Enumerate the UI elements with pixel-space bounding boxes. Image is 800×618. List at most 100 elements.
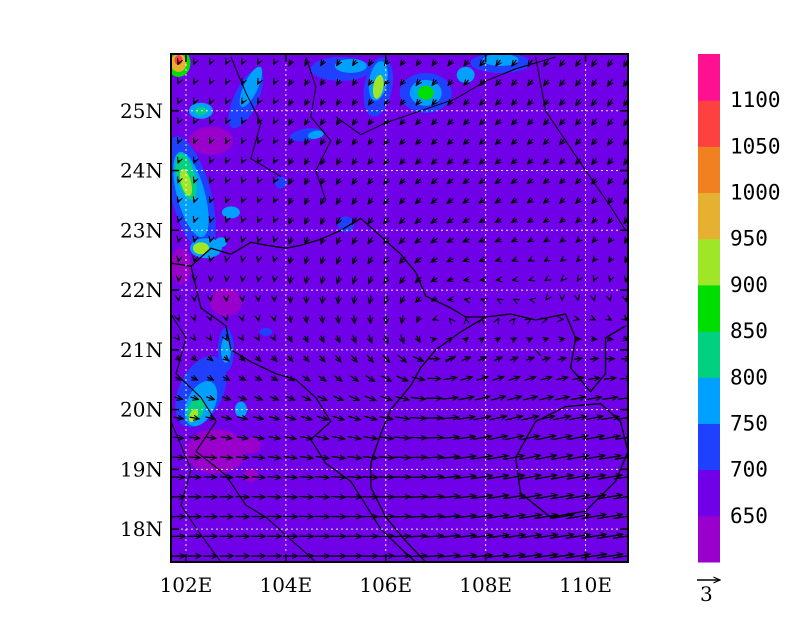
wind-vector <box>368 178 373 184</box>
wind-vector <box>321 60 324 65</box>
wind-vector <box>424 477 444 478</box>
wind-vector <box>315 477 329 478</box>
wind-vector <box>273 180 276 183</box>
wind-vector <box>273 160 276 163</box>
wind-vector <box>178 200 179 203</box>
wind-vector <box>560 79 565 86</box>
wind-vector <box>528 100 533 106</box>
x-tick-label: 106E <box>359 573 412 597</box>
wind-vector <box>258 338 260 341</box>
wind-vector <box>464 100 469 106</box>
wind-vector <box>528 59 533 66</box>
wind-vector <box>178 160 179 163</box>
wind-vector <box>528 219 533 222</box>
wind-vector <box>582 475 606 480</box>
wind-vector <box>545 279 547 280</box>
wind-vector <box>465 299 468 300</box>
wind-vector <box>443 378 457 380</box>
wind-vector <box>226 318 227 321</box>
wind-vector <box>504 436 524 441</box>
wind-vector <box>241 140 244 143</box>
wind-vector <box>503 495 525 500</box>
wind-vector <box>471 495 493 498</box>
wind-vector <box>399 218 405 224</box>
border-line <box>335 56 556 136</box>
wind-vector <box>209 81 211 84</box>
wind-vector <box>610 278 611 281</box>
wind-vector <box>432 60 436 65</box>
wind-vector <box>525 357 534 360</box>
wind-vector <box>412 355 423 362</box>
wind-vector <box>613 495 628 500</box>
wind-vector <box>237 397 246 400</box>
wind-vector <box>235 477 249 478</box>
wind-vector <box>321 335 325 343</box>
wind-vector <box>598 475 622 480</box>
contour-blob <box>372 75 384 99</box>
wind-vector <box>612 535 628 539</box>
wind-vector <box>384 236 389 243</box>
wind-vector <box>463 219 470 223</box>
wind-vector <box>540 377 551 380</box>
wind-vector <box>521 416 539 421</box>
wind-vector <box>400 276 405 284</box>
wind-vector <box>219 477 233 478</box>
wind-vector <box>496 338 501 341</box>
wind-vector <box>175 377 181 381</box>
wind-vector <box>288 197 292 204</box>
wind-vector <box>518 495 541 500</box>
wind-vector <box>178 81 179 84</box>
wind-vector <box>178 259 179 262</box>
wind-vector <box>306 276 307 283</box>
contour-blob <box>334 58 367 73</box>
wind-vector <box>289 80 292 85</box>
wind-vector <box>254 377 262 381</box>
wind-vector <box>396 375 409 382</box>
wind-vector <box>561 279 563 281</box>
wind-vector <box>273 140 276 143</box>
wind-vector <box>463 239 470 243</box>
wind-vector <box>551 455 573 461</box>
wind-vector <box>513 319 515 321</box>
wind-vector <box>544 79 549 86</box>
wind-vector <box>415 277 422 282</box>
wind-vector <box>503 555 525 558</box>
wind-vector <box>431 278 438 282</box>
wind-vector <box>194 160 195 163</box>
wind-vector <box>394 437 410 438</box>
wind-vector <box>283 457 297 459</box>
wind-vector <box>576 79 581 86</box>
colorbar-label: 750 <box>730 411 768 435</box>
wind-vector <box>241 62 243 65</box>
wind-vector <box>301 396 311 401</box>
wind-vector <box>204 457 216 458</box>
wind-vector <box>258 258 259 262</box>
wind-vector <box>258 81 260 84</box>
wind-vector <box>560 118 565 125</box>
wind-vector <box>256 356 261 361</box>
wind-vector <box>305 80 308 85</box>
wind-vector <box>448 139 453 144</box>
wind-vector <box>613 476 628 480</box>
wind-vector <box>289 256 291 264</box>
wind-vector <box>608 158 613 165</box>
wind-vector <box>448 338 452 341</box>
wind-vector <box>543 139 548 145</box>
wind-vector <box>225 62 227 65</box>
wind-vector <box>479 139 485 144</box>
wind-vector <box>609 319 612 321</box>
wind-vector <box>440 516 460 518</box>
wind-vector <box>545 319 547 320</box>
wind-vector <box>236 457 248 458</box>
wind-vector <box>511 179 517 183</box>
wind-vector <box>305 236 308 244</box>
contour-blob <box>209 288 242 317</box>
wind-vector <box>194 318 195 321</box>
wind-vector <box>368 139 372 145</box>
wind-vector <box>488 436 508 441</box>
wind-vector <box>210 219 211 222</box>
border-line <box>171 313 317 562</box>
wind-vector <box>362 556 378 557</box>
wind-vector <box>192 357 197 361</box>
wind-vector <box>331 477 346 478</box>
